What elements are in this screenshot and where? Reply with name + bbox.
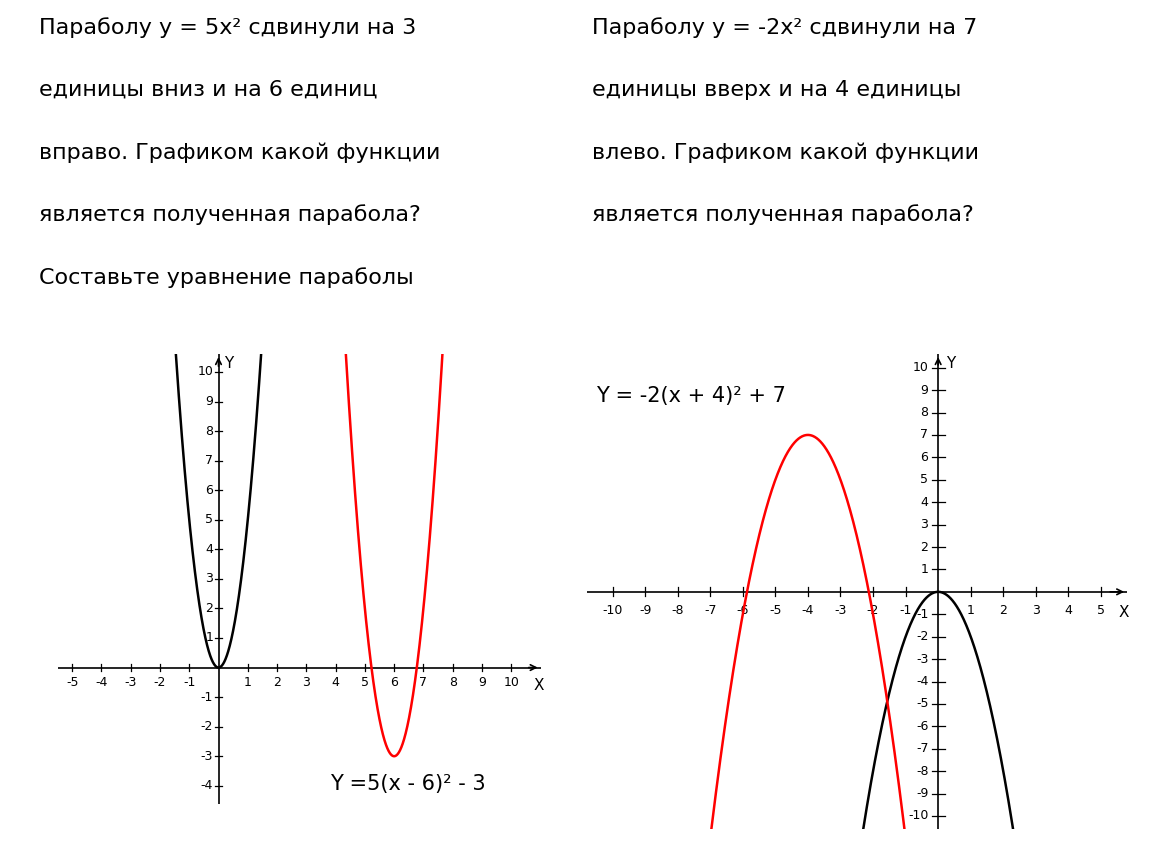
Text: -3: -3 [201,750,213,763]
Text: 7: 7 [420,676,428,689]
Text: 5: 5 [1097,604,1105,617]
Text: Составьте уравнение параболы: Составьте уравнение параболы [39,267,414,288]
Text: является полученная парабола?: является полученная парабола? [39,205,421,226]
Text: -5: -5 [66,676,78,689]
Text: -1: -1 [183,676,196,689]
Text: 9: 9 [206,395,213,408]
Text: 10: 10 [198,365,213,378]
Text: 5: 5 [205,513,213,526]
Text: вправо. Графиком какой функции: вправо. Графиком какой функции [39,142,440,162]
Text: -7: -7 [704,604,716,617]
Text: 9: 9 [478,676,486,689]
Text: -5: -5 [769,604,782,617]
Text: 10: 10 [912,361,928,374]
Text: -4: -4 [201,779,213,792]
Text: 8: 8 [205,424,213,437]
Text: 8: 8 [920,406,928,419]
Text: 8: 8 [448,676,457,689]
Text: 4: 4 [206,543,213,556]
Text: -1: -1 [917,607,928,620]
Text: -3: -3 [917,652,928,665]
Text: влево. Графиком какой функции: влево. Графиком какой функции [591,142,979,162]
Text: Параболу у = 5х² сдвинули на 3: Параболу у = 5х² сдвинули на 3 [39,17,416,38]
Text: -1: -1 [899,604,912,617]
Text: X: X [1119,606,1129,620]
Text: 4: 4 [1065,604,1072,617]
Text: -3: -3 [124,676,137,689]
Text: Y: Y [946,357,956,372]
Text: -5: -5 [915,697,928,710]
Text: 3: 3 [920,518,928,531]
Text: 10: 10 [504,676,519,689]
Text: -4: -4 [95,676,108,689]
Text: 1: 1 [244,676,252,689]
Text: -10: -10 [603,604,623,617]
Text: -1: -1 [201,690,213,703]
Text: -10: -10 [908,810,928,823]
Text: -6: -6 [737,604,749,617]
Text: -9: -9 [639,604,651,617]
Text: X: X [534,678,544,693]
Text: 3: 3 [206,572,213,586]
Text: 2: 2 [920,541,928,554]
Text: -7: -7 [915,742,928,755]
Text: -2: -2 [867,604,880,617]
Text: 7: 7 [920,429,928,442]
Text: 4: 4 [920,496,928,509]
Text: Y =5(x - 6)² - 3: Y =5(x - 6)² - 3 [330,774,485,794]
Text: 6: 6 [206,484,213,497]
Text: -3: -3 [834,604,846,617]
Text: 5: 5 [361,676,369,689]
Text: 9: 9 [920,384,928,397]
Text: единицы вниз и на 6 единиц: единицы вниз и на 6 единиц [39,79,377,99]
Text: -2: -2 [154,676,166,689]
Text: -2: -2 [917,630,928,643]
Text: 1: 1 [967,604,975,617]
Text: 5: 5 [920,473,928,486]
Text: -8: -8 [915,765,928,778]
Text: является полученная парабола?: является полученная парабола? [591,205,973,226]
Text: -6: -6 [917,720,928,733]
Text: 4: 4 [331,676,339,689]
Text: 2: 2 [206,602,213,615]
Text: 2: 2 [999,604,1007,617]
Text: -4: -4 [802,604,814,617]
Text: единицы вверх и на 4 единицы: единицы вверх и на 4 единицы [591,79,961,99]
Text: 7: 7 [205,454,213,467]
Text: Y: Y [224,356,233,371]
Text: 6: 6 [920,451,928,464]
Text: Параболу у = -2х² сдвинули на 7: Параболу у = -2х² сдвинули на 7 [591,17,976,38]
Text: Y = -2(x + 4)² + 7: Y = -2(x + 4)² + 7 [596,385,787,405]
Text: -2: -2 [201,721,213,734]
Text: 1: 1 [920,563,928,576]
Text: 1: 1 [206,632,213,645]
Text: 2: 2 [273,676,281,689]
Text: -4: -4 [917,675,928,688]
Text: -9: -9 [917,787,928,800]
Text: 3: 3 [1032,604,1040,617]
Text: -8: -8 [672,604,684,617]
Text: 6: 6 [390,676,398,689]
Text: 3: 3 [302,676,310,689]
